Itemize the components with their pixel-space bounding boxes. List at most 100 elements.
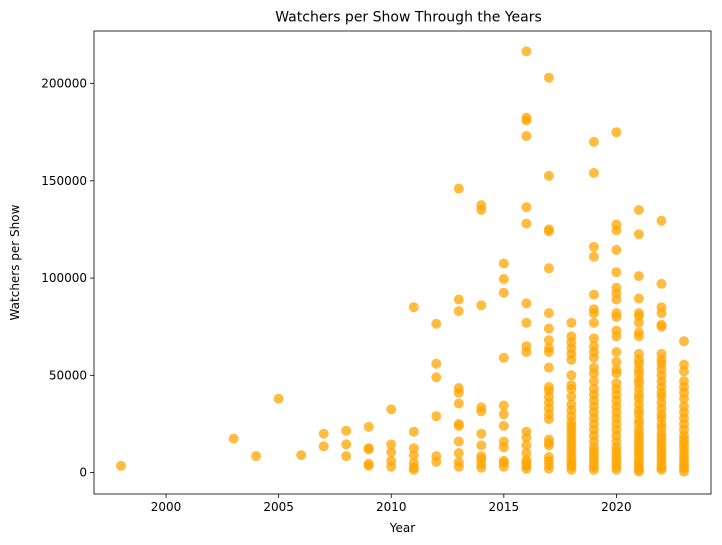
scatter-point bbox=[611, 244, 622, 255]
scatter-point bbox=[656, 215, 667, 226]
scatter-point bbox=[521, 347, 532, 357]
scatter-point bbox=[341, 439, 352, 450]
scatter-point bbox=[543, 440, 554, 451]
scatter-point bbox=[588, 168, 599, 178]
scatter-point bbox=[498, 352, 509, 363]
scatter-point bbox=[543, 335, 554, 346]
scatter-point bbox=[611, 347, 622, 357]
x-axis: 2000 2005 2010 2015 2020 bbox=[151, 494, 632, 514]
scatter-point bbox=[656, 278, 667, 289]
x-tick-label: 2015 bbox=[489, 500, 520, 514]
scatter-point bbox=[633, 466, 644, 477]
y-tick-label: 150000 bbox=[41, 174, 87, 188]
plot-frame bbox=[93, 30, 712, 495]
scatter-point bbox=[116, 460, 126, 471]
scatter-point bbox=[566, 383, 577, 394]
scatter-point bbox=[588, 136, 599, 147]
scatter-point bbox=[543, 463, 554, 474]
scatter-point bbox=[566, 354, 577, 365]
scatter-point bbox=[453, 387, 464, 398]
scatter-point bbox=[431, 411, 442, 422]
scatter-point bbox=[611, 127, 622, 138]
scatter-point bbox=[453, 183, 464, 194]
scatter-point bbox=[611, 356, 622, 367]
scatter-point bbox=[521, 131, 532, 142]
scatter-point bbox=[363, 444, 374, 455]
x-tick-label: 2005 bbox=[263, 500, 294, 514]
scatter-point bbox=[273, 393, 284, 404]
scatter-point bbox=[566, 464, 577, 475]
scatter-point bbox=[611, 331, 622, 342]
scatter-point bbox=[498, 442, 509, 453]
data-points bbox=[116, 46, 689, 477]
y-tick-label: 50000 bbox=[49, 368, 87, 382]
scatter-point bbox=[521, 463, 532, 474]
scatter-point bbox=[543, 263, 554, 274]
scatter-point bbox=[611, 368, 622, 379]
scatter-point bbox=[521, 432, 532, 443]
scatter-point bbox=[588, 352, 599, 363]
scatter-point bbox=[386, 404, 397, 415]
scatter-point bbox=[498, 420, 509, 431]
scatter-point bbox=[498, 274, 509, 284]
y-tick-label: 0 bbox=[79, 466, 87, 480]
scatter-point bbox=[431, 456, 442, 467]
y-axis-label: Watchers per Show bbox=[8, 204, 22, 320]
scatter-point bbox=[296, 450, 307, 461]
scatter-point bbox=[679, 336, 689, 347]
scatter-point bbox=[566, 391, 577, 402]
scatter-point bbox=[679, 366, 689, 377]
scatter-point bbox=[521, 298, 532, 309]
scatter-point bbox=[498, 287, 509, 298]
scatter-point bbox=[633, 293, 644, 304]
scatter-point bbox=[543, 362, 554, 373]
scatter-point bbox=[498, 461, 509, 472]
x-tick-label: 2000 bbox=[151, 500, 182, 514]
scatter-point bbox=[386, 461, 397, 472]
x-axis-label: Year bbox=[389, 521, 415, 535]
scatter-point bbox=[386, 439, 397, 450]
scatter-point bbox=[453, 448, 464, 459]
scatter-point bbox=[588, 251, 599, 262]
scatter-point bbox=[363, 460, 374, 471]
scatter-point bbox=[521, 218, 532, 229]
scatter-point bbox=[543, 72, 554, 83]
scatter-point bbox=[633, 317, 644, 328]
scatter-point bbox=[543, 170, 554, 181]
scatter-point bbox=[476, 300, 487, 311]
scatter-point bbox=[543, 414, 554, 425]
scatter-point bbox=[656, 321, 667, 332]
scatter-point bbox=[633, 331, 644, 342]
scatter-point bbox=[588, 368, 599, 379]
scatter-point bbox=[476, 428, 487, 439]
scatter-point bbox=[521, 448, 532, 459]
scatter-point bbox=[588, 333, 599, 344]
scatter-point bbox=[453, 436, 464, 447]
scatter-point bbox=[588, 464, 599, 475]
scatter-point bbox=[431, 358, 442, 369]
scatter-point bbox=[408, 426, 419, 437]
scatter-point bbox=[498, 409, 509, 420]
y-axis: 0 50000 100000 150000 200000 bbox=[41, 77, 94, 480]
scatter-point bbox=[498, 400, 509, 411]
scatter-point bbox=[408, 302, 419, 313]
scatter-point bbox=[453, 420, 464, 431]
scatter-point bbox=[431, 372, 442, 383]
scatter-point bbox=[656, 464, 667, 475]
chart-title: Watchers per Show Through the Years bbox=[275, 10, 542, 26]
scatter-point bbox=[543, 308, 554, 319]
scatter-point bbox=[453, 294, 464, 305]
y-tick-label: 200000 bbox=[41, 77, 87, 91]
x-tick-label: 2020 bbox=[601, 500, 632, 514]
scatter-point bbox=[588, 241, 599, 252]
scatter-point bbox=[498, 258, 509, 269]
scatter-point bbox=[588, 289, 599, 300]
scatter-point bbox=[251, 451, 262, 462]
scatter-point bbox=[521, 115, 532, 126]
scatter-point bbox=[363, 421, 374, 432]
scatter-point bbox=[476, 205, 487, 215]
scatter-point bbox=[588, 376, 599, 387]
scatter-point bbox=[566, 370, 577, 381]
scatter-point bbox=[453, 461, 464, 472]
